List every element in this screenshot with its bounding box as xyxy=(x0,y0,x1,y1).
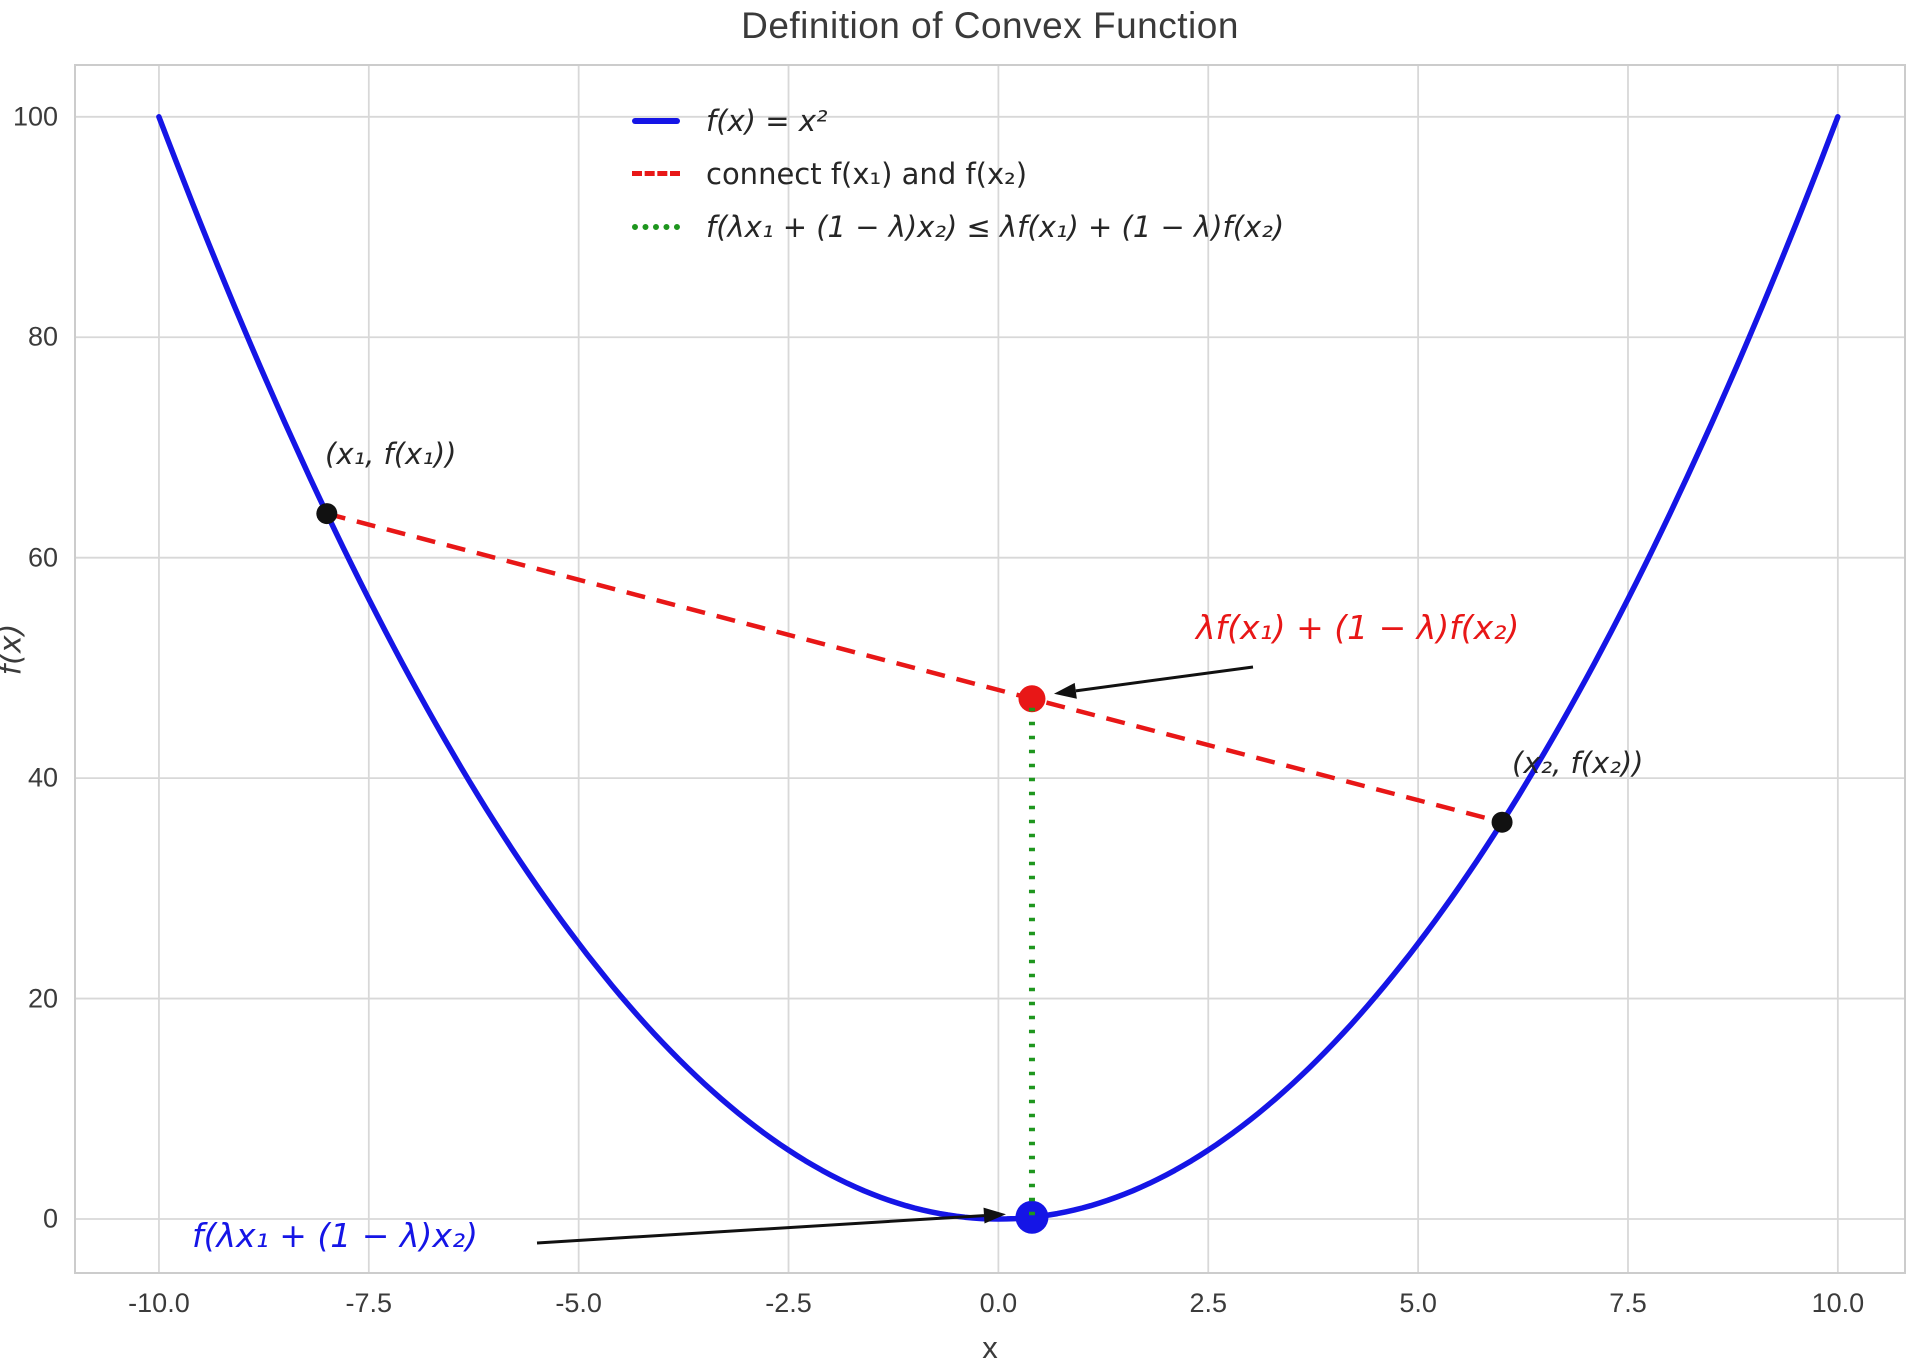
curve-annotation-arrow-line xyxy=(536,1214,985,1245)
curve-annotation-arrow-head xyxy=(983,1207,1006,1224)
x-tick-label: -7.5 xyxy=(345,1288,393,1318)
plot-border xyxy=(74,64,1906,1274)
x-tick-label: 0.0 xyxy=(979,1288,1018,1318)
legend-solid-line-swatch xyxy=(632,117,680,124)
legend-entry-curve: f(x) = x² xyxy=(632,94,1284,147)
y-tick-label: 40 xyxy=(27,762,58,793)
legend-dashed-line-swatch xyxy=(632,171,680,176)
y-axis-label: f(x) xyxy=(0,623,29,676)
curve-point-marker xyxy=(1015,1200,1049,1234)
legend: f(x) = x² connect f(x₁) and f(x₂) f(λx₁ … xyxy=(632,94,1284,253)
legend-dotted-line-swatch xyxy=(632,223,680,230)
p1-marker xyxy=(316,503,338,525)
x-axis-label: x xyxy=(982,1330,998,1365)
x-tick-label: 10.0 xyxy=(1811,1288,1865,1318)
legend-label: connect f(x₁) and f(x₂) xyxy=(706,156,1028,191)
chord-dashed-line xyxy=(326,511,1503,825)
y-tick-label: 20 xyxy=(27,983,58,1014)
x-tick-label: 2.5 xyxy=(1189,1288,1228,1318)
point1-coordinate-label: (x₁, f(x₁)) xyxy=(325,437,457,471)
y-tick-label: 80 xyxy=(27,321,58,352)
legend-label: f(x) = x² xyxy=(706,103,828,138)
x-tick-label: -5.0 xyxy=(555,1288,602,1318)
p2-marker xyxy=(1491,811,1513,833)
chord-annotation-arrow-head xyxy=(1053,682,1077,699)
legend-label: f(λx₁ + (1 − λ)x₂) ≤ λf(x₁) + (1 − λ)f(x… xyxy=(706,209,1285,244)
x-tick-label: 7.5 xyxy=(1609,1288,1647,1318)
legend-entry-chord: connect f(x₁) and f(x₂) xyxy=(632,147,1284,200)
chord-point-marker xyxy=(1018,685,1046,713)
y-tick-label: 100 xyxy=(12,101,58,132)
x-tick-label: 5.0 xyxy=(1399,1288,1437,1318)
x-tick-label: -10.0 xyxy=(128,1288,190,1318)
chart-title: Definition of Convex Function xyxy=(741,5,1239,46)
y-tick-label: 60 xyxy=(27,542,58,573)
chord-annotation-arrow-line xyxy=(1075,665,1254,693)
point2-coordinate-label: (x₂, f(x₂)) xyxy=(1512,746,1644,780)
chord-value-annotation: λf(x₁) + (1 − λ)f(x₂) xyxy=(1196,608,1520,647)
x-tick-label: -2.5 xyxy=(765,1288,812,1318)
parabola-curve xyxy=(156,114,1841,1222)
y-tick-label: 0 xyxy=(42,1203,58,1234)
legend-entry-inequality: f(λx₁ + (1 − λ)x₂) ≤ λf(x₁) + (1 − λ)f(x… xyxy=(632,200,1284,253)
curve-value-annotation: f(λx₁ + (1 − λ)x₂) xyxy=(192,1216,478,1255)
